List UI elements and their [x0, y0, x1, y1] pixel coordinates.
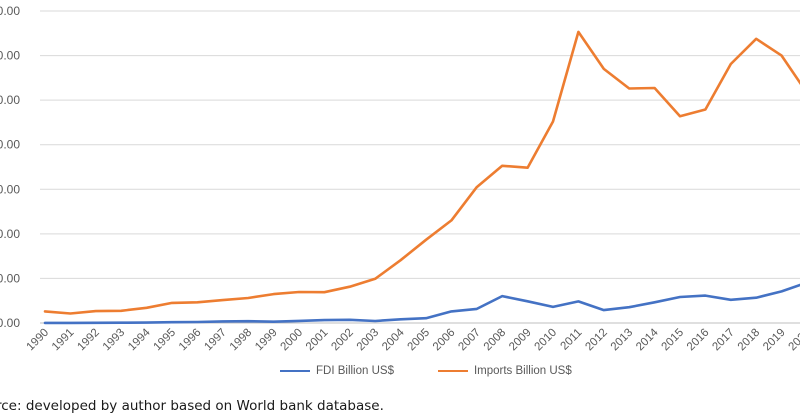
line-chart: 0.000.000.000.000.000.000.000.00 1990199…: [0, 4, 800, 353]
legend-item-imports: Imports Billion US$: [437, 365, 572, 377]
x-tick-label: 2011: [559, 327, 585, 353]
y-tick-label: 0.00: [0, 316, 20, 330]
y-tick-label: 0.00: [0, 271, 20, 285]
legend-label-imports: Imports Billion US$: [473, 365, 572, 377]
x-tick-label: 1996: [177, 327, 204, 354]
x-tick-label: 1995: [152, 327, 179, 354]
x-tick-label: 2014: [634, 326, 661, 353]
legend-label-fdi: FDI Billion US$: [316, 365, 394, 377]
series-line-fdi: [43, 283, 800, 325]
y-tick-label: 0.00: [0, 4, 20, 18]
y-tick-label: 0.00: [0, 182, 20, 196]
x-tick-label: 2016: [685, 327, 712, 354]
x-tick-label: 2013: [609, 327, 636, 354]
x-tick-label: 2018: [736, 327, 763, 354]
x-tick-label: 2006: [431, 327, 458, 354]
y-tick-label: 0.00: [0, 138, 20, 152]
x-tick-label: 2003: [355, 327, 382, 354]
x-tick-label: 1999: [253, 327, 280, 354]
x-tick-label: 1990: [25, 327, 52, 354]
series-line-imports: [43, 30, 800, 315]
x-tick-label: 2000: [279, 327, 306, 354]
x-tick-label: 2015: [660, 327, 687, 354]
x-tick-label: 2017: [710, 327, 737, 354]
x-axis-ticks: 1990199119921993199419951996199719981999…: [25, 326, 800, 353]
legend-swatch-fdi: [280, 369, 310, 373]
y-axis-ticks: 0.00 0.00 0.00 0.00 0.00 0.00 0.00 0.00: [0, 4, 20, 330]
legend-swatch-imports: [437, 369, 468, 373]
x-tick-label: 2010: [533, 327, 560, 354]
x-tick-label: 2002: [329, 327, 356, 354]
x-tick-label: 2005: [406, 327, 433, 354]
x-tick-label: 2019: [761, 327, 788, 354]
x-tick-label: 1998: [228, 327, 255, 354]
x-tick-label: 2009: [507, 327, 534, 354]
legend: FDI Billion US$ Imports Billion US$: [280, 365, 616, 377]
gridlines: [40, 10, 800, 324]
legend-item-fdi: FDI Billion US$: [280, 365, 394, 377]
x-tick-label: 2012: [583, 327, 610, 354]
x-tick-label: 2008: [482, 327, 509, 354]
source-note: rce: developed by author based on World …: [0, 398, 384, 414]
x-tick-label: 1997: [202, 327, 229, 354]
series-lines: [43, 30, 800, 325]
y-tick-label: 0.00: [0, 227, 20, 241]
x-tick-label: 2007: [456, 327, 483, 354]
y-tick-label: 0.00: [0, 49, 20, 63]
x-tick-label: 1994: [126, 326, 153, 353]
x-tick-label: 1993: [101, 327, 128, 354]
x-tick-label: 1992: [75, 327, 102, 354]
y-tick-label: 0.00: [0, 93, 20, 107]
x-tick-label: 2004: [380, 326, 407, 353]
x-tick-label: 2020: [787, 327, 800, 354]
x-tick-label: 1991: [50, 327, 77, 354]
x-tick-label: 2001: [304, 327, 331, 354]
